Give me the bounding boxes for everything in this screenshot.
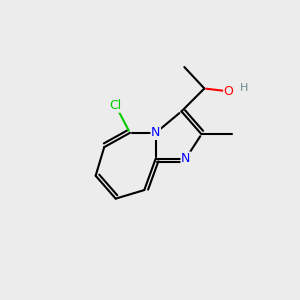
Text: H: H <box>240 83 249 93</box>
Text: O: O <box>224 85 234 98</box>
Text: Cl: Cl <box>110 99 122 112</box>
Text: N: N <box>151 126 160 139</box>
Text: N: N <box>181 152 190 165</box>
